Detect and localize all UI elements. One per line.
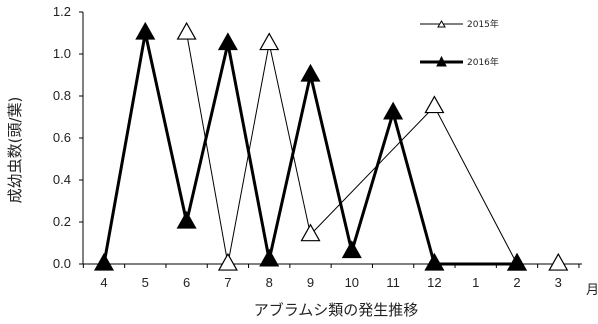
legend-label-2016: 2016年 (467, 56, 499, 68)
axes (82, 12, 582, 265)
y-axis-title: 成幼虫数(頭/葉) (6, 97, 24, 204)
x-tick-label: 4 (100, 275, 107, 290)
series-2-point (383, 101, 404, 120)
series-2-point (259, 248, 280, 267)
series-2-point (135, 21, 156, 40)
series-2-segment (309, 74, 354, 252)
y-tick-label: 1.2 (53, 4, 71, 19)
series-2-segment (143, 32, 189, 223)
legend-item-2015: 2015年 (420, 18, 499, 30)
x-tick-label: 3 (555, 275, 562, 290)
series-2-segment (267, 74, 312, 261)
y-tick-label: 0.6 (53, 130, 71, 145)
series-layer (93, 21, 569, 271)
series-2-point (176, 210, 197, 229)
x-tick-label: 2 (513, 275, 520, 290)
series-1-segment (310, 106, 435, 235)
x-axis-unit: 月 (586, 282, 598, 297)
series-1-segment (268, 43, 311, 235)
series-1-point (300, 223, 321, 242)
series-1-point (217, 252, 238, 271)
y-tick-label: 0.0 (53, 256, 71, 271)
legend-label-2015: 2015年 (467, 18, 499, 30)
legend-marker-2016 (436, 55, 447, 67)
series-2-point (93, 252, 115, 271)
x-tick-label: 1 (472, 275, 479, 290)
series-1-point (176, 21, 197, 40)
x-axis-title: アブラムシ類の発生推移 (254, 301, 419, 319)
series-2-point (424, 252, 445, 271)
series-1-point (548, 252, 569, 271)
series-2-segment (185, 43, 230, 223)
series-2-point (506, 252, 528, 271)
series-1 (176, 21, 569, 271)
series-1-point (424, 95, 445, 114)
x-tick-label: 5 (142, 275, 149, 290)
series-1-segment (186, 32, 229, 265)
x-tick-label: 8 (266, 275, 273, 290)
legend-marker-2015 (437, 20, 446, 28)
x-ticks: 4 5 6 7 8 9 10 11 12 1 2 3 (82, 264, 580, 290)
y-tick-label: 0.4 (53, 172, 71, 187)
x-tick-label: 10 (345, 275, 359, 290)
series-2-segment (102, 32, 147, 265)
series-2-segment (391, 112, 436, 265)
x-tick-label: 9 (307, 275, 314, 290)
y-tick-label: 0.8 (53, 88, 71, 103)
x-tick-label: 11 (386, 275, 400, 290)
legend: 2015年 2016年 (420, 18, 499, 68)
y-ticks: 0.0 0.2 0.4 0.6 0.8 1.0 1.2 (53, 4, 83, 271)
series-2-segment (350, 112, 395, 252)
series-2-point (341, 240, 362, 259)
series-1-point (259, 32, 280, 51)
y-tick-label: 1.0 (53, 46, 71, 61)
series-2-segment (226, 43, 271, 261)
series-2-point (217, 32, 238, 51)
series-1-segment (433, 106, 518, 265)
series-2 (93, 21, 528, 271)
legend-item-2016: 2016年 (420, 55, 499, 68)
series-2-point (300, 63, 321, 82)
x-tick-label: 7 (224, 275, 231, 290)
y-tick-label: 0.2 (53, 214, 71, 229)
x-tick-label: 6 (183, 275, 190, 290)
x-tick-label: 12 (427, 275, 441, 290)
